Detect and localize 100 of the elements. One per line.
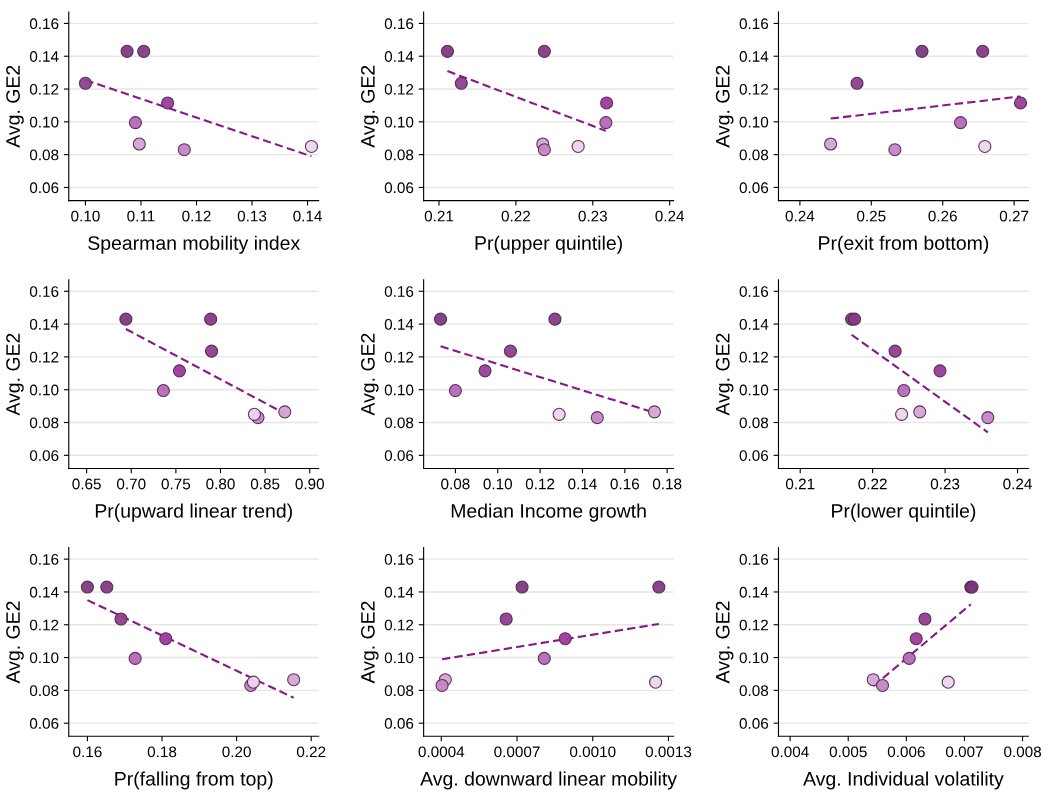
x-tick-label: 0.08 <box>441 478 470 490</box>
y-tick-label: 0.08 <box>384 149 414 161</box>
x-tick-label: 0.21 <box>424 210 454 222</box>
x-tick-label: 0.10 <box>483 478 513 490</box>
y-axis-title: Avg. GE2 <box>715 601 734 684</box>
y-tick-label: 0.08 <box>384 685 414 697</box>
x-tick-label: 0.18 <box>652 478 682 490</box>
y-tick-label: 0.10 <box>29 652 59 664</box>
y-tick-label: 0.12 <box>29 83 59 95</box>
y-axis-title: Avg. GE2 <box>6 65 24 148</box>
x-tick-label: 0.24 <box>785 210 815 222</box>
y-axis-title: Avg. GE2 <box>361 601 379 684</box>
x-axis-title: Pr(upper quintile) <box>475 235 622 254</box>
y-tick-label: 0.12 <box>384 351 414 363</box>
x-axis-title: Median Income growth <box>451 503 646 522</box>
x-tick-label: 0.26 <box>928 210 957 222</box>
y-axis-title: Avg. GE2 <box>6 333 24 416</box>
x-tick-label: 0.22 <box>501 210 530 222</box>
x-tick-label: 0.22 <box>296 746 326 758</box>
x-tick-label: 0.0013 <box>645 746 692 758</box>
x-tick-label: 0.20 <box>222 746 251 758</box>
x-axis-title: Pr(falling from top) <box>115 771 273 790</box>
x-tick-label: 0.21 <box>785 478 815 490</box>
x-tick-label: 0.23 <box>578 210 607 222</box>
x-tick-label: 0.12 <box>182 210 211 222</box>
x-tick-label: 0.23 <box>930 478 960 490</box>
x-tick-label: 0.16 <box>610 478 640 490</box>
x-tick-label: 0.65 <box>72 478 101 490</box>
y-tick-label: 0.10 <box>384 116 414 128</box>
x-tick-label: 0.75 <box>161 478 191 490</box>
y-tick-label: 0.16 <box>29 554 59 565</box>
y-tick-label: 0.14 <box>384 586 414 598</box>
y-tick-label: 0.10 <box>739 116 769 128</box>
y-axis-title: Avg. GE2 <box>715 333 734 416</box>
x-tick-label: 0.90 <box>295 478 325 490</box>
y-tick-label: 0.06 <box>739 450 769 461</box>
x-axis-title: Avg. Individual volatility <box>803 771 1004 790</box>
y-tick-label: 0.14 <box>29 51 59 62</box>
y-axis-title: Avg. GE2 <box>361 65 379 148</box>
y-tick-label: 0.10 <box>739 652 769 664</box>
y-tick-label: 0.06 <box>29 450 59 461</box>
x-tick-label: 0.12 <box>525 478 555 490</box>
y-tick-label: 0.08 <box>29 417 59 429</box>
x-tick-label: 0.16 <box>73 746 102 758</box>
x-tick-label: 0.10 <box>71 210 100 222</box>
y-tick-label: 0.08 <box>29 149 59 161</box>
y-tick-label: 0.12 <box>29 619 59 631</box>
x-axis-title: Spearman mobility index <box>88 235 300 254</box>
x-tick-label: 0.80 <box>206 478 235 490</box>
y-tick-label: 0.12 <box>29 351 59 363</box>
x-tick-label: 0.11 <box>127 210 155 222</box>
x-axis-title: Pr(upward linear trend) <box>95 503 292 522</box>
x-tick-label: 0.24 <box>655 210 685 222</box>
y-tick-label: 0.08 <box>384 417 414 429</box>
y-tick-label: 0.16 <box>29 286 59 297</box>
x-tick-label: 0.22 <box>858 478 887 490</box>
y-tick-label: 0.10 <box>384 384 414 396</box>
y-tick-label: 0.16 <box>384 18 414 30</box>
y-tick-label: 0.06 <box>29 718 59 729</box>
x-tick-label: 0.005 <box>829 746 867 758</box>
y-tick-label: 0.10 <box>29 116 59 128</box>
x-tick-label: 0.70 <box>116 478 146 490</box>
x-tick-label: 0.008 <box>1004 746 1042 758</box>
y-tick-label: 0.08 <box>739 685 769 697</box>
y-tick-label: 0.06 <box>384 450 414 461</box>
y-tick-label: 0.08 <box>739 417 769 429</box>
x-axis-title: Avg. downward linear mobility <box>420 771 677 790</box>
x-tick-label: 0.004 <box>771 746 809 758</box>
x-tick-label: 0.14 <box>293 210 322 222</box>
y-tick-label: 0.12 <box>384 619 414 631</box>
y-tick-label: 0.16 <box>739 18 769 30</box>
x-tick-label: 0.18 <box>147 746 177 758</box>
y-tick-label: 0.16 <box>739 554 769 565</box>
x-tick-label: 0.14 <box>568 478 597 490</box>
y-tick-label: 0.16 <box>739 286 769 297</box>
y-tick-label: 0.16 <box>384 286 414 297</box>
x-tick-label: 0.0007 <box>494 746 540 758</box>
x-axis-title: Pr(lower quintile) <box>832 503 976 522</box>
x-tick-label: 0.13 <box>237 210 267 222</box>
x-tick-label: 0.006 <box>887 746 925 758</box>
x-axis-title: Pr(exit from bottom) <box>819 235 989 254</box>
y-tick-label: 0.12 <box>739 619 768 631</box>
y-tick-label: 0.10 <box>739 384 769 396</box>
y-tick-label: 0.06 <box>384 182 414 194</box>
y-tick-label: 0.14 <box>739 318 769 330</box>
x-tick-label: 0.0004 <box>418 746 465 758</box>
y-tick-label: 0.12 <box>384 83 414 95</box>
y-tick-label: 0.06 <box>739 718 769 729</box>
y-axis-title: Avg. GE2 <box>361 333 379 416</box>
y-tick-label: 0.08 <box>29 685 59 697</box>
y-tick-label: 0.14 <box>739 586 769 598</box>
x-tick-label: 0.27 <box>999 210 1029 222</box>
y-tick-label: 0.10 <box>29 384 59 396</box>
y-tick-label: 0.14 <box>29 586 59 598</box>
x-tick-label: 0.007 <box>945 746 983 758</box>
y-tick-label: 0.06 <box>384 718 414 729</box>
y-axis-title: Avg. GE2 <box>6 601 24 684</box>
y-tick-label: 0.14 <box>739 51 769 62</box>
x-tick-label: 0.85 <box>250 478 280 490</box>
y-tick-label: 0.06 <box>29 182 59 194</box>
